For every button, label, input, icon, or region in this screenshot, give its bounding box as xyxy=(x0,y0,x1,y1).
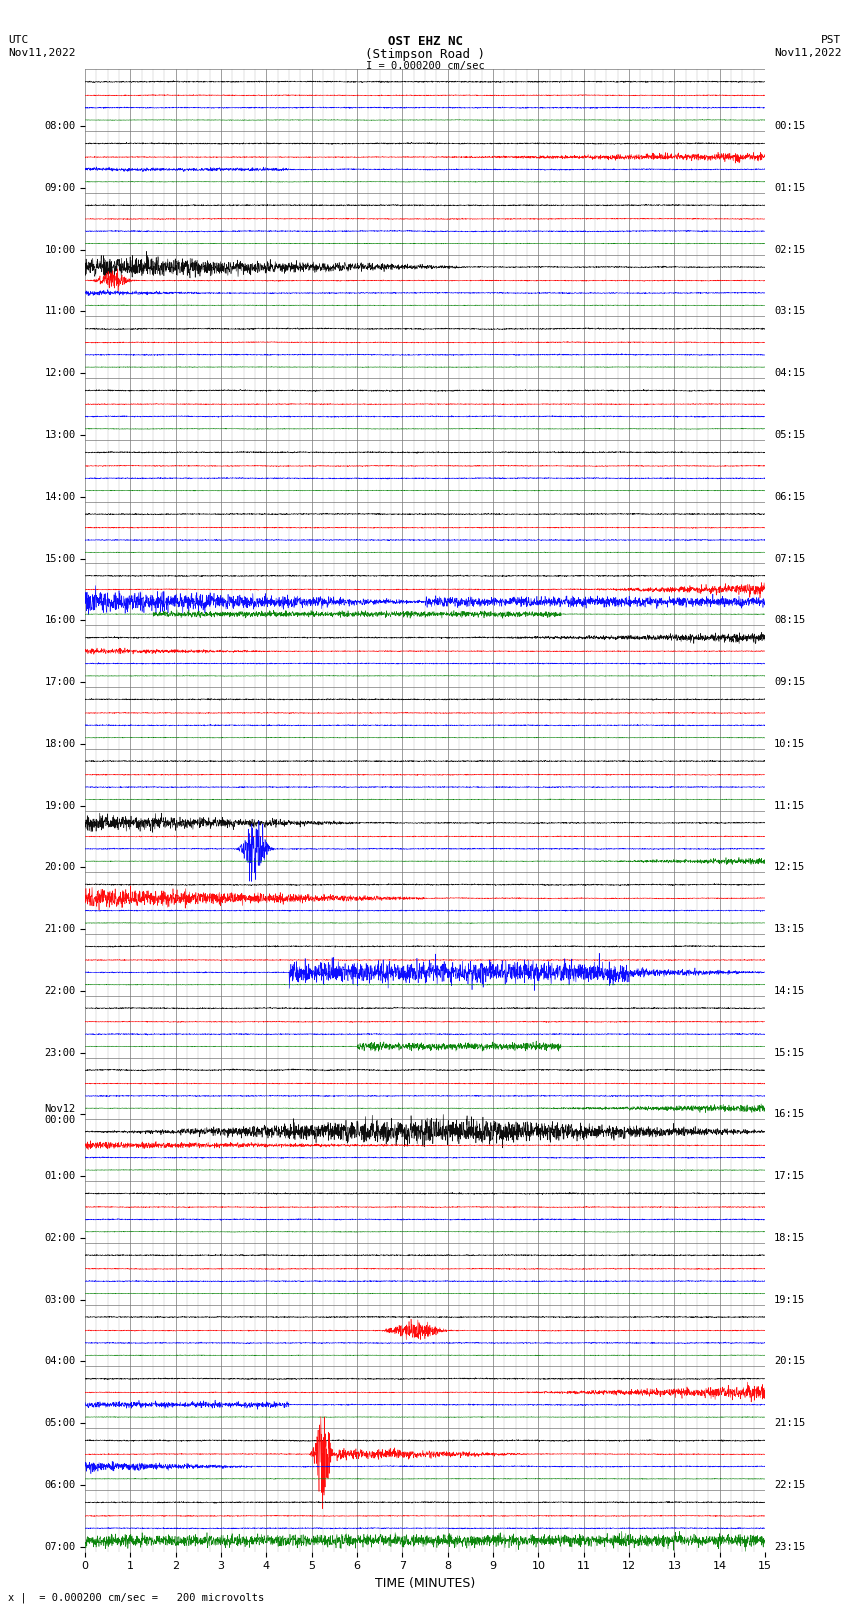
X-axis label: TIME (MINUTES): TIME (MINUTES) xyxy=(375,1578,475,1590)
Text: (Stimpson Road ): (Stimpson Road ) xyxy=(365,48,485,61)
Text: Nov11,2022: Nov11,2022 xyxy=(8,48,76,58)
Text: Nov11,2022: Nov11,2022 xyxy=(774,48,842,58)
Text: UTC: UTC xyxy=(8,35,29,45)
Text: I = 0.000200 cm/sec: I = 0.000200 cm/sec xyxy=(366,61,484,71)
Text: OST EHZ NC: OST EHZ NC xyxy=(388,35,462,48)
Text: x |  = 0.000200 cm/sec =   200 microvolts: x | = 0.000200 cm/sec = 200 microvolts xyxy=(8,1592,264,1603)
Text: PST: PST xyxy=(821,35,842,45)
